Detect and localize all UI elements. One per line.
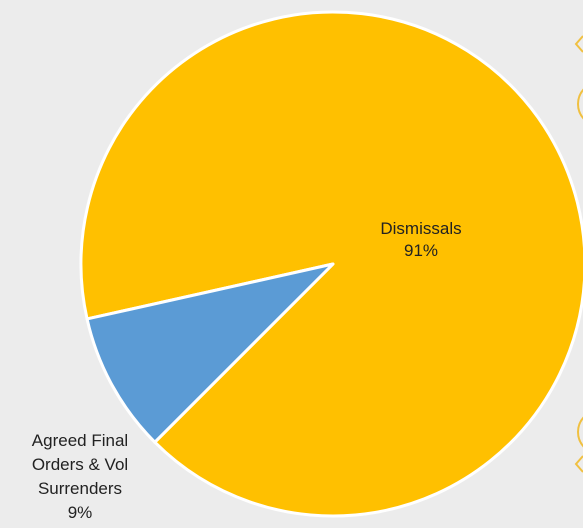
slice-label-agreed-value: 9% [68,503,93,522]
slice-label-dismissals-name: Dismissals [380,219,461,238]
slice-label-dismissals-value: 91% [404,241,438,260]
decoration-chevron-top [574,35,583,53]
slice-label-agreed-line3: Surrenders [38,479,122,498]
slice-label-agreed-line2: Orders & Vol [32,455,128,474]
decoration-group [574,35,583,473]
slice-label-agreed-line1: Agreed Final [32,431,128,450]
decoration-circle-top [577,88,583,120]
pie-slices [79,10,583,518]
decoration-circle-bottom [577,416,583,448]
pie-slice-agreed-final-orders [85,262,335,444]
decoration-chevron-bottom [574,455,583,473]
